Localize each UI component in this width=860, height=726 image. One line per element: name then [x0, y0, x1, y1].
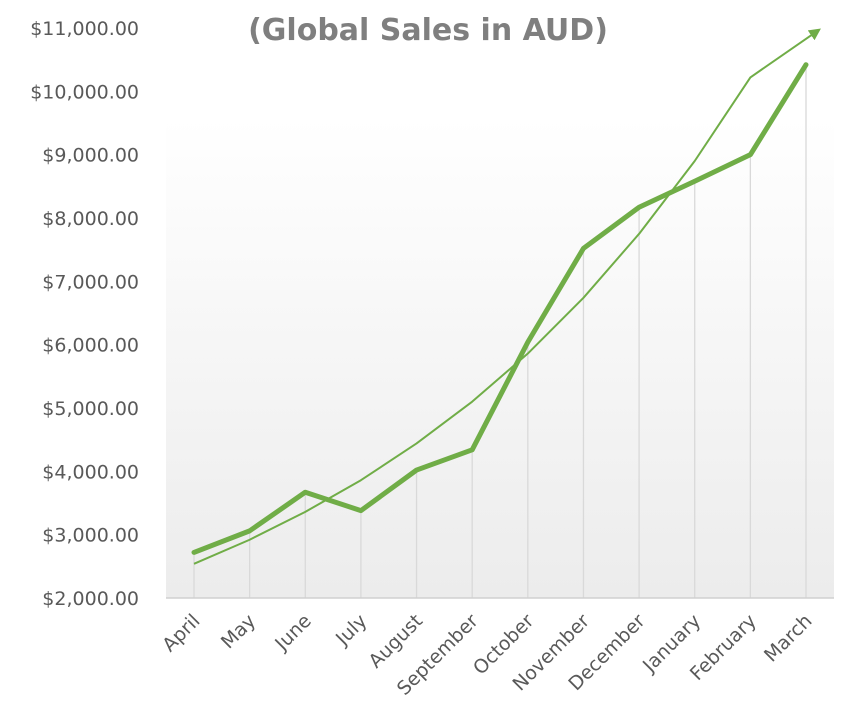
x-tick-label: July	[331, 610, 371, 650]
x-tick-label: April	[158, 610, 204, 656]
series-line	[191, 62, 809, 555]
x-tick-label: May	[217, 610, 260, 653]
plot-area	[166, 118, 834, 598]
y-tick-label: $11,000.00	[30, 18, 139, 40]
x-tick-label: March	[760, 610, 817, 667]
y-tick-label: $5,000.00	[42, 398, 139, 420]
y-tick-label: $2,000.00	[42, 588, 139, 610]
y-tick-label: $10,000.00	[30, 81, 139, 103]
y-tick-label: $3,000.00	[42, 525, 139, 547]
y-tick-label: $4,000.00	[42, 461, 139, 483]
y-axis-ticks: $2,000.00 $3,000.00 $4,000.00 $5,000.00 $6,0…	[30, 18, 139, 610]
drop-lines	[193, 64, 807, 598]
x-tick-label: June	[270, 610, 316, 656]
y-tick-label: $8,000.00	[42, 208, 139, 230]
y-tick-label: $6,000.00	[42, 335, 139, 357]
chart-title: (Global Sales in AUD)	[248, 13, 608, 48]
y-tick-label: $7,000.00	[42, 271, 139, 293]
y-tick-label: $9,000.00	[42, 145, 139, 167]
trend-line	[193, 28, 821, 565]
x-axis-ticks: April May June JulyAugustSeptemberOctoberNo…	[158, 610, 816, 700]
